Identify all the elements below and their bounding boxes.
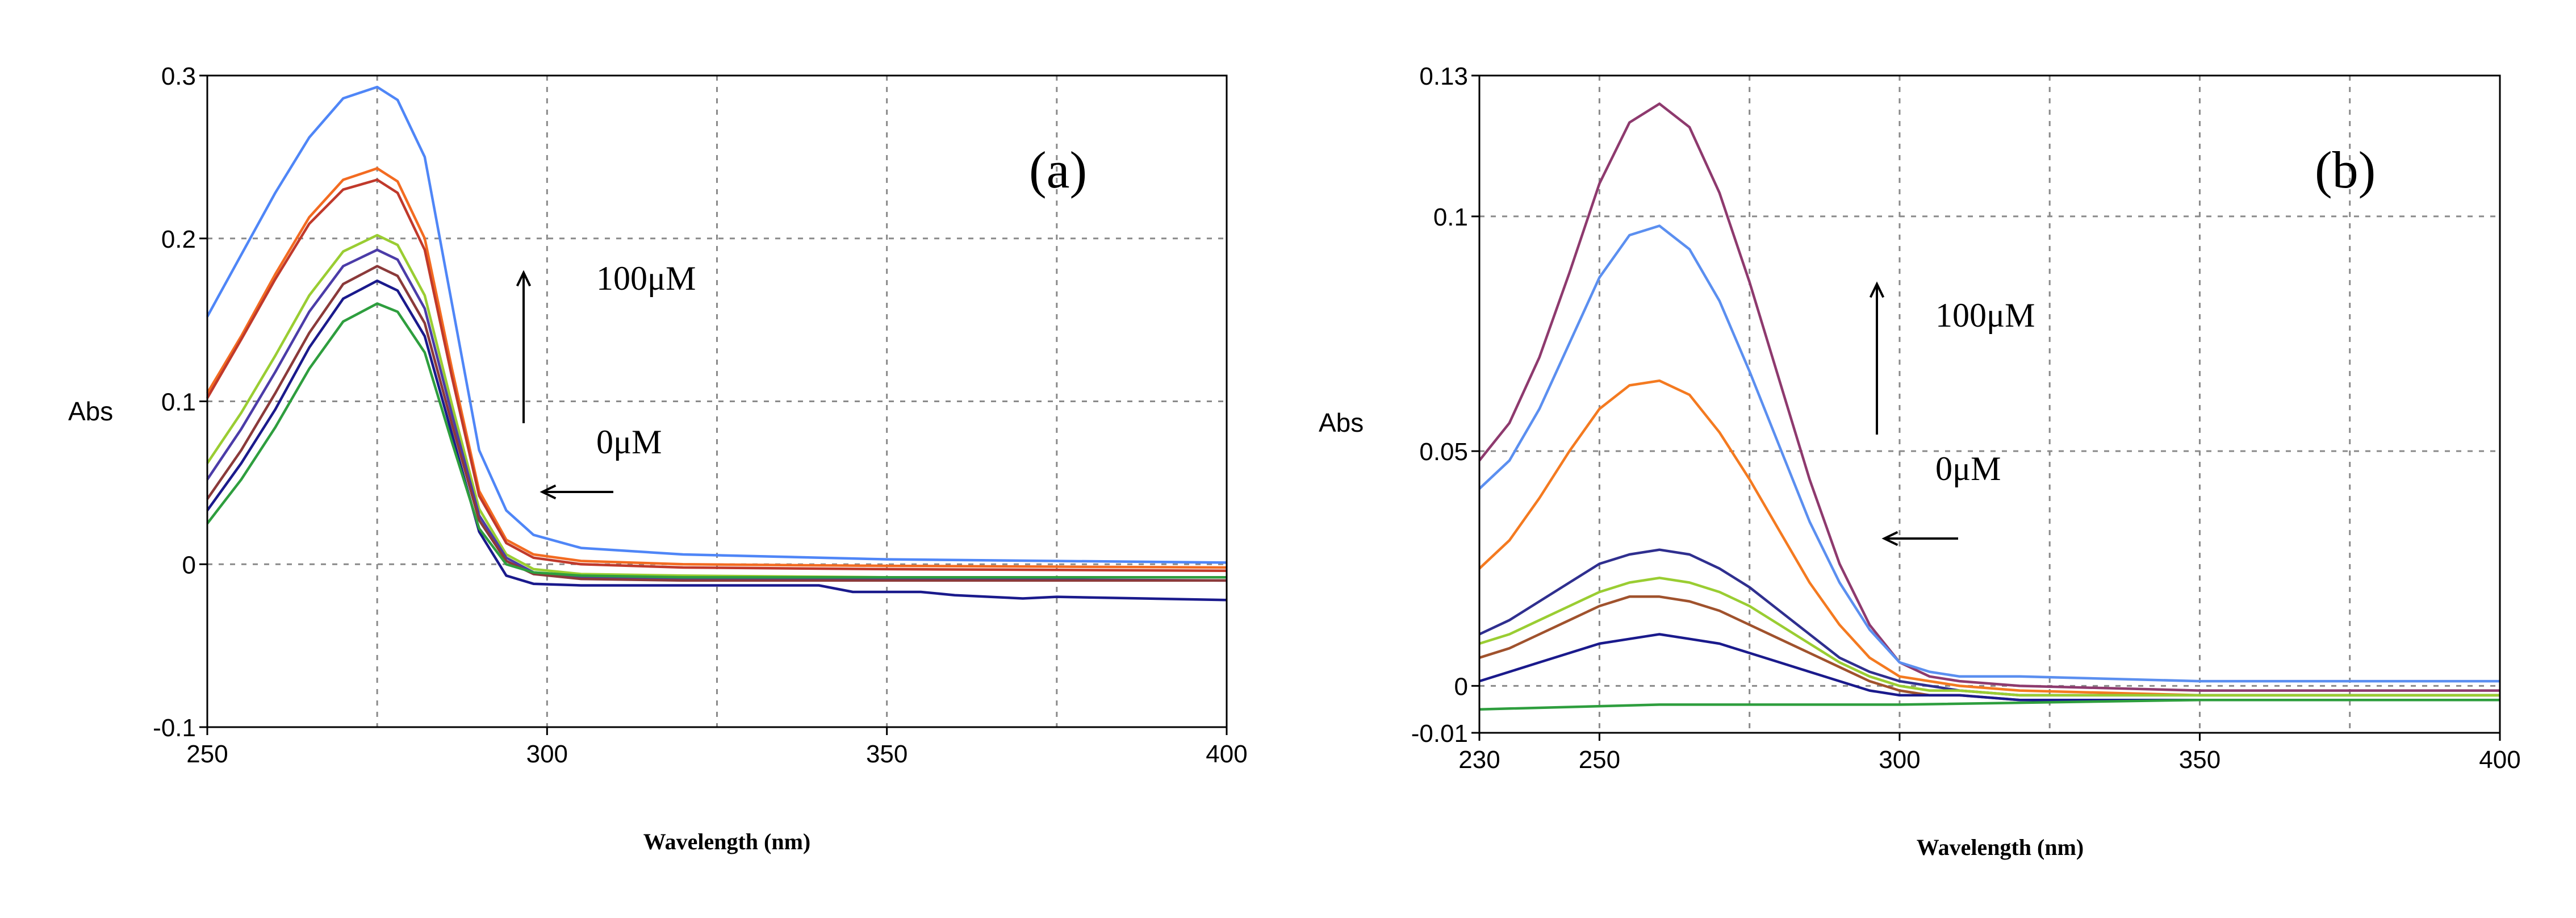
y-tick-label: 0.05: [1419, 438, 1468, 466]
series-line-a-0: [206, 85, 1227, 564]
y-tick-label: 0.2: [161, 226, 196, 253]
series-line-a-5: [206, 265, 1227, 582]
y-axis-label-a: Abs: [68, 397, 113, 426]
curves-b: [1478, 102, 2500, 711]
y-tick-label: -0.1: [153, 714, 196, 742]
panel-label-b: (b): [2315, 141, 2376, 199]
series-line-a-7: [206, 302, 1227, 579]
series-line-b-0: [1478, 102, 2500, 692]
series-line-b-6: [1479, 633, 2500, 702]
series-line-b-3: [1479, 548, 2500, 697]
y-tick-label: 0.3: [161, 62, 196, 90]
y-tick-label: -0.01: [1411, 720, 1468, 748]
annotation-100um-a: 100μM: [596, 260, 696, 297]
x-tick-label: 400: [1206, 740, 1247, 768]
series-line-b-7: [1479, 698, 2500, 711]
series-line-b-2: [1478, 379, 2500, 697]
x-axis-label-a: Wavelength (nm): [643, 829, 810, 854]
annotation-0um-b: 0μM: [1935, 450, 2001, 487]
annotation-0um-a: 0μM: [596, 423, 662, 461]
arrows-b: [1869, 281, 1958, 546]
y-tick-label: 0.13: [1419, 62, 1468, 90]
plot-frame-b: [1478, 74, 2501, 734]
x-tick-label: 400: [2479, 746, 2520, 774]
arrow-up-icon: [516, 270, 532, 423]
annotation-100um-b: 100μM: [1935, 297, 2035, 334]
series-line-a-1: [206, 167, 1227, 569]
series-line-a-2: [206, 178, 1227, 572]
ticks-b: 230 250 300 350 400 -0.01 0 0.05 0.1 0.13: [1411, 62, 2521, 774]
series-line-a-4: [206, 248, 1227, 582]
x-tick-label: 250: [1579, 746, 1620, 774]
panel-label-a: (a): [1029, 141, 1087, 199]
x-axis-label-b: Wavelength (nm): [1917, 834, 2084, 860]
x-tick-label: 350: [2179, 746, 2220, 774]
y-tick-label: 0: [182, 551, 196, 579]
y-tick-label: 0.1: [1433, 203, 1468, 231]
series-line-b-4: [1479, 577, 2500, 697]
y-tick-label: 0: [1454, 673, 1468, 700]
curves-a: [206, 85, 1227, 602]
ticks-a: 250 300 350 400 -0.1 0 0.1 0.2 0.3: [153, 62, 1248, 768]
chart-panel-a: 250 300 350 400 -0.1 0 0.1 0.2 0.3 Abs Wavelengt…: [68, 62, 1248, 854]
series-line-a-3: [206, 233, 1227, 579]
arrow-left-icon: [540, 484, 613, 500]
y-axis-label-b: Abs: [1319, 408, 1364, 437]
grid-b: [1479, 76, 2500, 733]
y-tick-label: 0.1: [161, 389, 196, 416]
x-tick-label: 300: [526, 740, 568, 768]
arrow-up-icon: [1869, 281, 1885, 435]
chart-panel-b: 230 250 300 350 400 -0.01 0 0.05 0.1 0.13 Abs Wav…: [1319, 62, 2521, 860]
arrow-left-icon: [1881, 531, 1958, 546]
arrows-a: [516, 270, 613, 500]
x-tick-label: 350: [866, 740, 908, 768]
series-line-a-6: [206, 279, 1227, 602]
series-line-b-1: [1478, 224, 2500, 683]
x-tick-label: 230: [1458, 746, 1500, 774]
x-tick-label: 250: [186, 740, 228, 768]
x-tick-label: 300: [1879, 746, 1920, 774]
